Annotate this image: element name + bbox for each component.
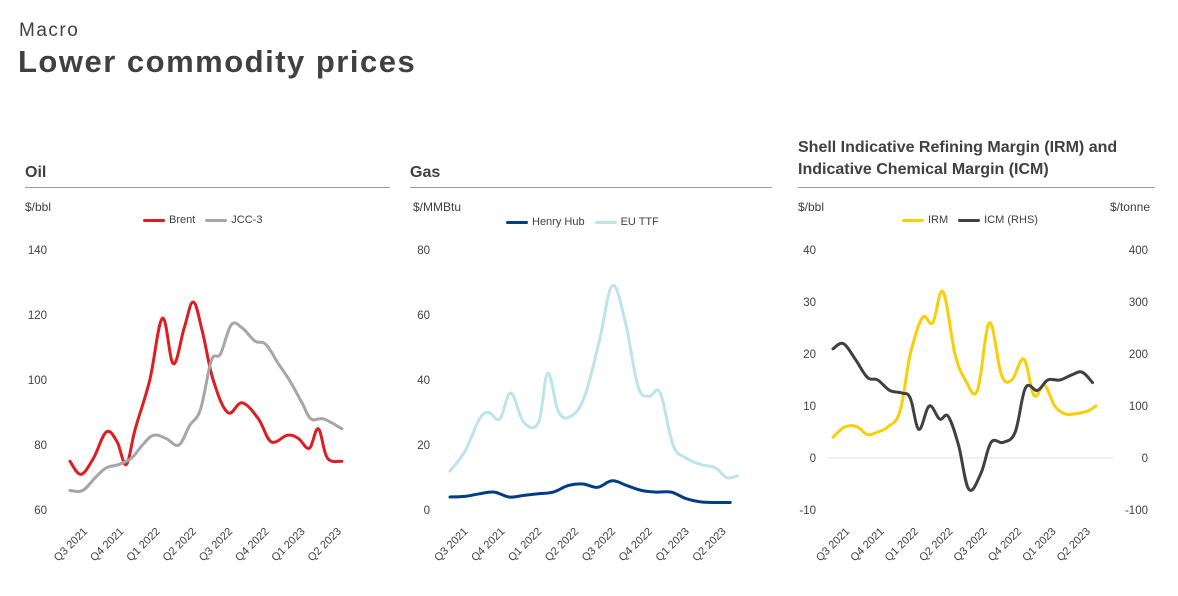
x-tick-label: Q2 2022 <box>161 526 199 564</box>
x-tick-label: Q3 2022 <box>580 526 618 564</box>
y-tick-label: 120 <box>28 310 47 322</box>
y-tick-label: 40 <box>417 375 430 387</box>
x-tick-label: Q2 2023 <box>306 526 344 564</box>
y2-tick-label: 100 <box>1129 401 1148 413</box>
margins-chart-title: Shell Indicative Refining Margin (IRM) a… <box>798 139 1118 178</box>
gas-title-divider <box>410 187 772 188</box>
series-line-eu-ttf <box>448 284 740 480</box>
x-tick-label: Q4 2022 <box>986 526 1024 564</box>
legend-label-irm: IRM <box>928 214 949 226</box>
icm-swatch <box>958 218 981 222</box>
oil-y-axis-unit: $/bbl <box>25 200 52 214</box>
x-tick-label: Q1 2022 <box>883 526 921 564</box>
x-tick-label: Q4 2022 <box>617 526 655 564</box>
margins-y-axis-unit-right: $/tonne <box>1109 200 1150 214</box>
x-tick-label: Q3 2021 <box>432 526 470 564</box>
margins-y-axis-unit-left: $/bbl <box>798 200 825 214</box>
y-tick-label: -10 <box>799 505 816 517</box>
x-tick-label: Q3 2021 <box>52 526 90 564</box>
oil-chart-panel: Oil $/bbl Brent JCC-3 60 80 100 120 140 Q3 20… <box>25 130 390 596</box>
x-tick-label: Q1 2022 <box>124 526 162 564</box>
oil-title-divider <box>25 187 390 188</box>
x-tick-label: Q3 2022 <box>197 526 235 564</box>
legend-item-icm: ICM (RHS) <box>958 214 1038 226</box>
y-tick-label: 20 <box>417 440 430 452</box>
margins-title-divider <box>798 187 1155 188</box>
x-tick-label: Q3 2022 <box>951 526 989 564</box>
x-tick-label: Q2 2023 <box>690 526 728 564</box>
x-tick-label: Q4 2021 <box>848 526 886 564</box>
y-tick-label: 0 <box>810 453 816 465</box>
gas-chart-title: Gas <box>410 164 441 181</box>
legend-item-brent: Brent <box>143 214 195 226</box>
margins-legend: IRM ICM (RHS) <box>902 214 1038 226</box>
x-tick-label: Q1 2023 <box>1020 526 1058 564</box>
henry-hub-swatch <box>506 220 528 224</box>
section-eyebrow: Macro <box>19 20 80 41</box>
oil-legend: Brent JCC-3 <box>143 214 262 226</box>
legend-label-eu-ttf: EU TTF <box>620 216 659 228</box>
x-tick-label: Q3 2021 <box>814 526 852 564</box>
series-line-irm <box>831 289 1098 439</box>
legend-label-brent: Brent <box>169 214 196 226</box>
x-tick-label: Q1 2023 <box>269 526 307 564</box>
legend-label-jcc3: JCC-3 <box>231 214 263 226</box>
y-tick-label: 40 <box>803 245 816 257</box>
y-tick-label: 30 <box>803 297 816 309</box>
legend-label-icm: ICM (RHS) <box>984 214 1038 226</box>
x-tick-label: Q4 2021 <box>88 526 126 564</box>
legend-item-eu-ttf: EU TTF <box>594 216 659 228</box>
y-tick-label: 100 <box>28 375 47 387</box>
gas-legend: Henry Hub EU TTF <box>506 216 659 228</box>
series-line-icm-rhs <box>831 341 1094 492</box>
y-tick-label: 80 <box>417 245 430 257</box>
legend-label-henry-hub: Henry Hub <box>532 216 585 228</box>
x-tick-label: Q4 2022 <box>233 526 271 564</box>
y-tick-label: 140 <box>28 245 47 257</box>
series-line-brent <box>68 300 344 476</box>
y-tick-label: 80 <box>34 440 47 452</box>
x-tick-label: Q4 2021 <box>469 526 507 564</box>
y2-tick-label: 300 <box>1129 297 1148 309</box>
irm-swatch <box>902 218 924 222</box>
margins-chart-panel: Shell Indicative Refining Margin (IRM) a… <box>798 130 1155 596</box>
y2-tick-label: 400 <box>1129 245 1148 257</box>
y2-tick-label: -100 <box>1125 505 1148 517</box>
page-title: Lower commodity prices <box>18 44 417 79</box>
oil-chart-title: Oil <box>25 164 47 181</box>
y-tick-label: 0 <box>424 505 430 517</box>
y2-tick-label: 200 <box>1129 349 1148 361</box>
x-tick-label: Q2 2022 <box>917 526 955 564</box>
y2-tick-label: 0 <box>1142 453 1148 465</box>
y-tick-label: 60 <box>34 505 47 517</box>
legend-item-henry-hub: Henry Hub <box>506 216 585 228</box>
y-tick-label: 60 <box>417 310 430 322</box>
legend-item-jcc3: JCC-3 <box>205 214 262 226</box>
brent-swatch <box>143 218 165 222</box>
legend-item-irm: IRM <box>902 214 948 226</box>
x-tick-label: Q2 2022 <box>543 526 581 564</box>
series-line-jcc-3 <box>68 321 344 494</box>
gas-y-axis-unit: $/MMBtu <box>413 200 462 214</box>
eu-ttf-swatch <box>594 220 617 224</box>
x-tick-label: Q1 2022 <box>506 526 544 564</box>
y-tick-label: 20 <box>803 349 816 361</box>
y-tick-label: 10 <box>803 401 816 413</box>
x-tick-label: Q2 2023 <box>1055 526 1093 564</box>
jcc3-swatch <box>205 218 228 222</box>
series-line-henry-hub <box>448 479 732 505</box>
gas-chart-panel: Gas $/MMBtu Henry Hub EU TTF 0 20 40 60 80 Q3… <box>410 130 772 596</box>
x-tick-label: Q1 2023 <box>653 526 691 564</box>
